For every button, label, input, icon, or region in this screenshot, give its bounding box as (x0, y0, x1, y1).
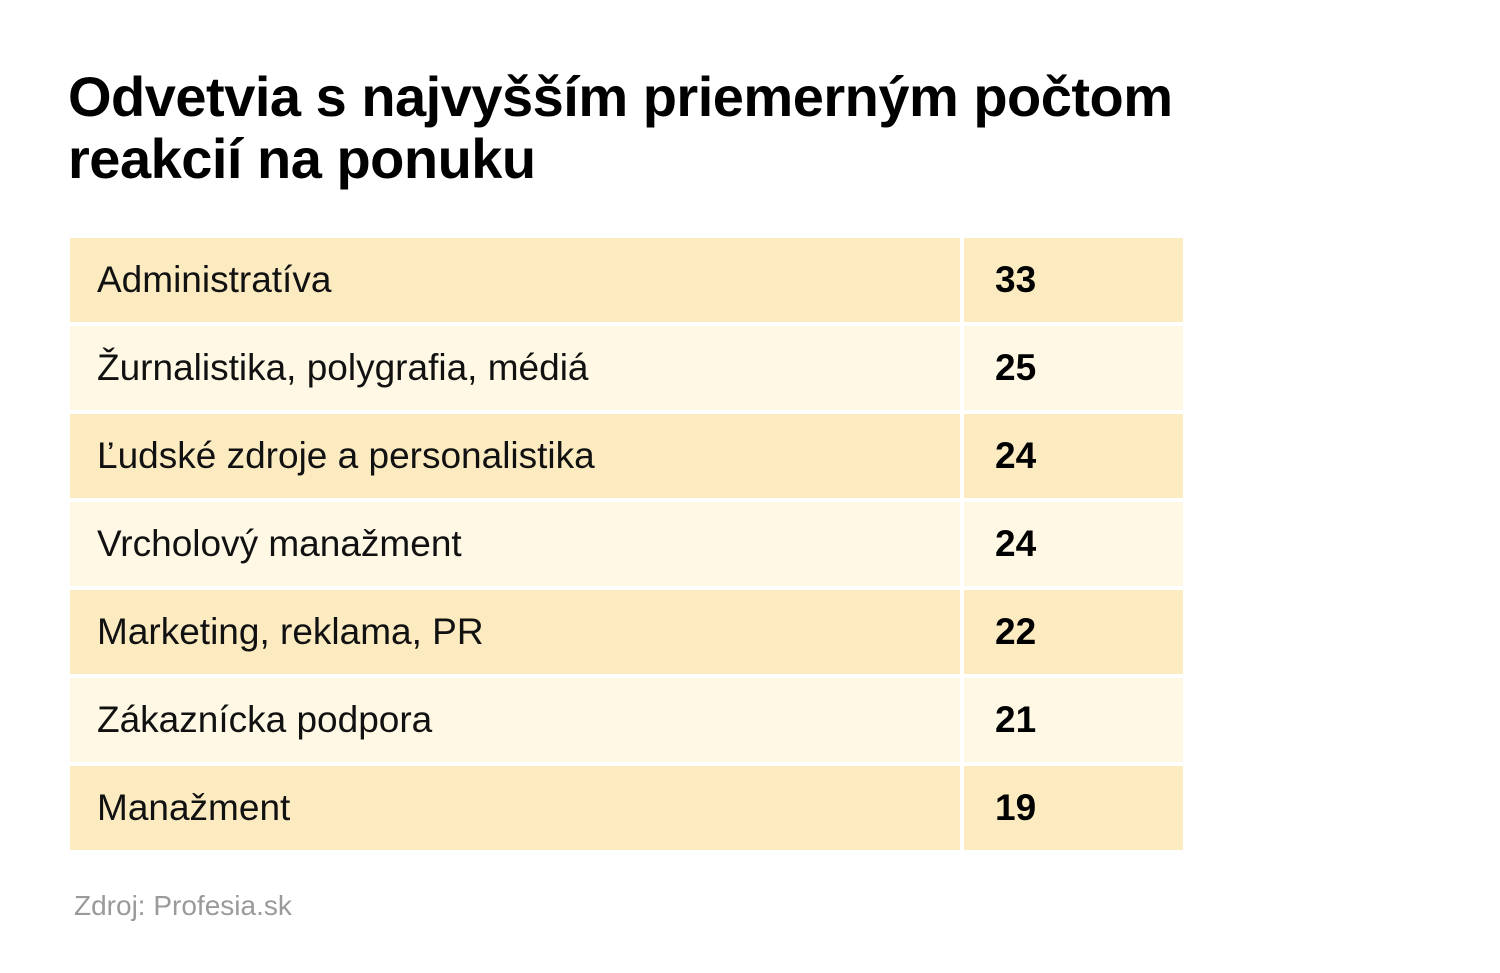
row-value: 21 (964, 678, 1183, 762)
chart-title: Odvetvia s najvyšším priemerným počtom r… (68, 65, 1173, 190)
row-value: 25 (964, 326, 1183, 410)
row-label: Manažment (70, 766, 960, 850)
row-value: 33 (964, 238, 1183, 322)
table-row: Ľudské zdroje a personalistika 24 (70, 414, 1183, 498)
row-label: Zákaznícka podpora (70, 678, 960, 762)
table-row: Zákaznícka podpora 21 (70, 678, 1183, 762)
row-value: 19 (964, 766, 1183, 850)
row-label: Administratíva (70, 238, 960, 322)
source-note: Zdroj: Profesia.sk (74, 890, 292, 921)
row-value: 24 (964, 502, 1183, 586)
table-row: Vrcholový manažment 24 (70, 502, 1183, 586)
row-label: Marketing, reklama, PR (70, 590, 960, 674)
row-label: Žurnalistika, polygrafia, médiá (70, 326, 960, 410)
row-value: 24 (964, 414, 1183, 498)
table-row: Žurnalistika, polygrafia, médiá 25 (70, 326, 1183, 410)
data-table: Administratíva 33 Žurnalistika, polygrafia… (70, 238, 1183, 854)
row-label: Ľudské zdroje a personalistika (70, 414, 960, 498)
table-row: Manažment 19 (70, 766, 1183, 850)
table-row: Marketing, reklama, PR 22 (70, 590, 1183, 674)
row-value: 22 (964, 590, 1183, 674)
row-label: Vrcholový manažment (70, 502, 960, 586)
table-row: Administratíva 33 (70, 238, 1183, 322)
